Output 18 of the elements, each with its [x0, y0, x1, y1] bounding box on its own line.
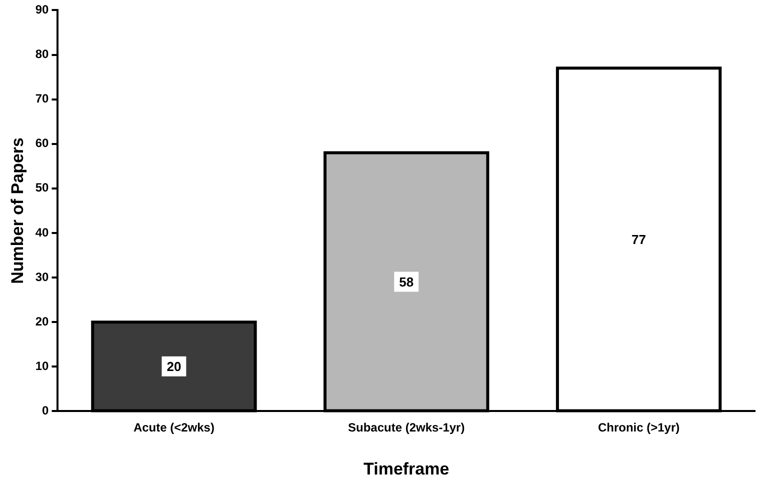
x-axis-title: Timeframe — [364, 459, 450, 478]
x-tick-label: Subacute (2wks-1yr) — [348, 420, 465, 435]
y-tick-label: 70 — [35, 92, 50, 106]
y-axis-title: Number of Papers — [8, 137, 27, 284]
y-tick-label: 0 — [42, 404, 50, 418]
x-tick-label: Chronic (>1yr) — [598, 420, 680, 435]
y-tick-label: 20 — [35, 314, 50, 328]
y-tick-label: 40 — [35, 225, 50, 240]
y-tick-label: 80 — [35, 47, 50, 62]
data-label: 77 — [632, 232, 646, 247]
data-label: 20 — [166, 358, 182, 374]
y-tick-label: 60 — [35, 136, 50, 150]
y-tick-label: 50 — [35, 180, 50, 195]
y-tick-label: 30 — [35, 270, 50, 284]
data-label: 58 — [399, 274, 414, 290]
y-tick-label: 90 — [35, 2, 50, 17]
x-tick-label: Acute (<2wks) — [133, 420, 214, 435]
y-tick-label: 10 — [35, 358, 50, 373]
